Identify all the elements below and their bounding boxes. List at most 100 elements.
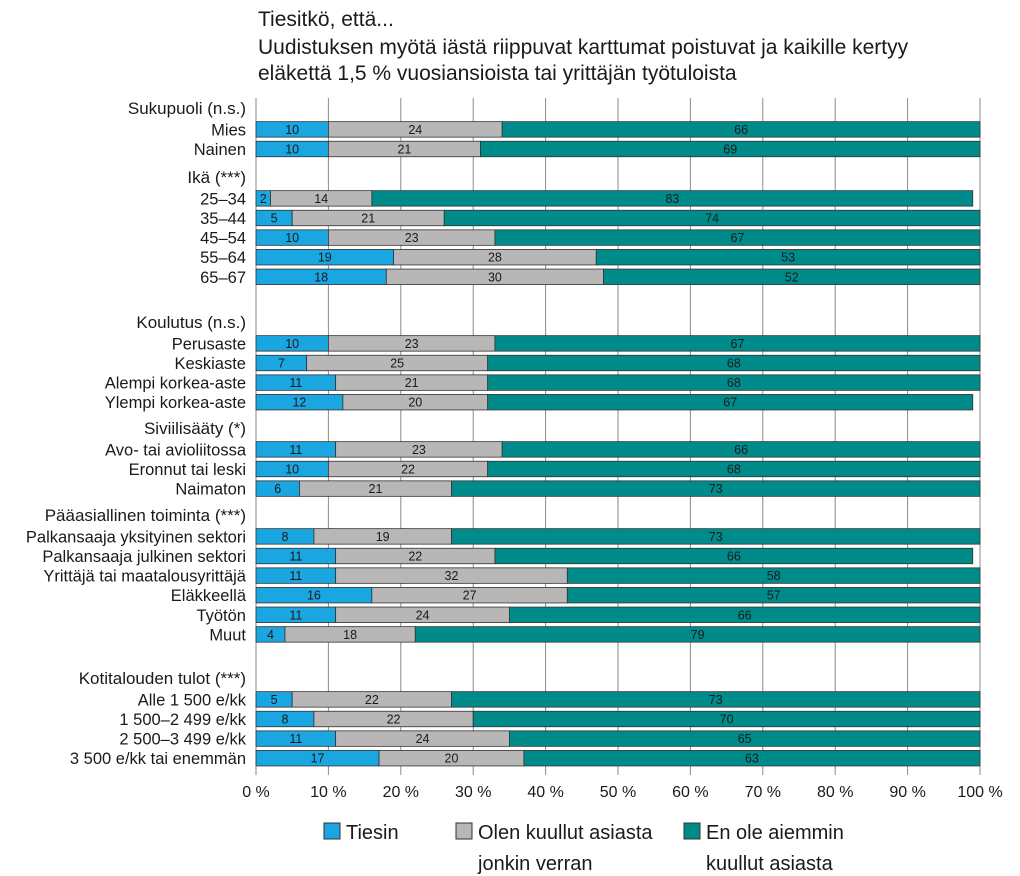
data-label: 11 (289, 550, 302, 564)
x-tick-label: 40 % (527, 784, 563, 801)
bar-segment (494, 335, 981, 352)
x-tick-label: 0 % (242, 784, 270, 801)
data-label: 10 (285, 123, 299, 137)
row-label: Mies (211, 121, 246, 139)
data-label: 11 (289, 376, 302, 390)
legend-swatch (683, 822, 701, 840)
data-label: 18 (314, 270, 328, 284)
bar-segment (494, 229, 981, 246)
data-label: 24 (408, 123, 422, 137)
row-label: Eläkkeellä (171, 587, 247, 605)
row-label: Työtön (196, 607, 246, 625)
row-label: Alle 1 500 e/kk (138, 691, 247, 709)
data-label: 30 (488, 270, 502, 284)
data-label: 22 (365, 693, 379, 707)
data-label: 17 (311, 752, 325, 766)
data-label: 83 (665, 192, 679, 206)
row-label: Muut (209, 626, 246, 644)
legend-swatch (455, 822, 473, 840)
bar-segment (487, 374, 981, 391)
data-label: 20 (445, 752, 459, 766)
x-tick-label: 70 % (745, 784, 781, 801)
data-label: 10 (285, 143, 299, 157)
bar-group: Ikä (***) 25–34 2 14 83 35–44 5 21 74 45–54 10 23 67… (187, 168, 981, 287)
data-label: 19 (376, 530, 390, 544)
data-label: 7 (278, 357, 285, 371)
group-label: Sukupuoli (n.s.) (128, 99, 246, 118)
row-label: 45–54 (200, 230, 246, 248)
bar-segment (508, 730, 981, 747)
data-label: 24 (416, 608, 430, 622)
legend-item: Tiesin (323, 822, 399, 844)
legend-label: kuullut asiasta (706, 853, 834, 875)
data-label: 4 (267, 628, 274, 642)
data-label: 58 (767, 569, 781, 583)
x-tick-label: 90 % (889, 784, 925, 801)
data-label: 8 (281, 530, 288, 544)
data-label: 5 (271, 693, 278, 707)
data-label: 25 (390, 357, 404, 371)
data-label: 73 (709, 530, 723, 544)
data-label: 20 (408, 396, 422, 410)
bar-segment (603, 268, 981, 285)
data-label: 11 (289, 608, 302, 622)
bar-segment (472, 710, 981, 728)
data-label: 11 (289, 569, 302, 583)
data-label: 32 (445, 569, 459, 583)
data-label: 52 (785, 270, 799, 284)
row-label: Naimaton (175, 481, 246, 499)
bar-group: Koulutus (n.s.) Perusaste 10 23 67 Keskiaste 7… (105, 313, 981, 412)
data-label: 5 (271, 212, 278, 226)
group-label: Siviilisääty (*) (144, 419, 246, 438)
data-label: 10 (285, 337, 299, 351)
row-label: Palkansaaja julkinen sektori (42, 548, 246, 566)
x-tick-label: 80 % (817, 784, 853, 801)
data-label: 18 (343, 628, 357, 642)
data-label: 67 (723, 396, 737, 410)
row-label: Yrittäjä tai maatalousyrittäjä (43, 568, 246, 586)
row-label: 55–64 (200, 249, 246, 267)
data-label: 68 (727, 463, 741, 477)
row-label: Alempi korkea-aste (105, 375, 246, 393)
data-label: 11 (289, 443, 302, 457)
data-label: 67 (731, 337, 745, 351)
row-label: 65–67 (200, 269, 246, 287)
data-label: 24 (416, 732, 430, 746)
data-label: 23 (405, 337, 419, 351)
data-label: 70 (720, 713, 734, 727)
bar-segment (487, 394, 974, 411)
data-label: 8 (281, 713, 288, 727)
data-label: 23 (412, 443, 426, 457)
row-label: Perusaste (172, 335, 246, 353)
data-label: 22 (408, 550, 422, 564)
data-label: 63 (745, 752, 759, 766)
data-label: 11 (289, 732, 302, 746)
data-label: 73 (709, 693, 723, 707)
data-label: 68 (727, 376, 741, 390)
x-tick-label: 60 % (672, 784, 708, 801)
row-label: 35–44 (200, 210, 246, 228)
data-label: 27 (463, 589, 477, 603)
bar-segment (494, 547, 974, 565)
data-label: 2 (260, 192, 267, 206)
data-label: 65 (738, 732, 752, 746)
data-label: 21 (361, 212, 375, 226)
group-label: Pääasiallinen toiminta (***) (45, 506, 246, 525)
bar-segment (487, 460, 981, 478)
bar-segment (371, 190, 974, 207)
data-label: 23 (405, 231, 419, 245)
chart-title-line: eläkettä 1,5 % vuosiansioista tai yrittä… (258, 62, 737, 85)
data-label: 22 (401, 463, 415, 477)
chart-title-line: Tiesitkö, että... (258, 8, 394, 31)
legend-swatch (323, 822, 341, 840)
bar-segment (480, 140, 981, 158)
bar-group: Pääasiallinen toiminta (***) Palkansaaja … (26, 506, 981, 644)
x-tick-label: 100 % (957, 784, 1002, 801)
legend-label: jonkin verran (477, 853, 593, 875)
x-tick-label: 20 % (383, 784, 419, 801)
row-label: Palkansaaja yksityinen sektori (26, 528, 246, 546)
legend-label: Tiesin (346, 822, 399, 844)
row-label: Avo- tai avioliitossa (105, 441, 247, 459)
legend-label: Olen kuullut asiasta (478, 822, 653, 844)
bar-segment (443, 209, 981, 227)
